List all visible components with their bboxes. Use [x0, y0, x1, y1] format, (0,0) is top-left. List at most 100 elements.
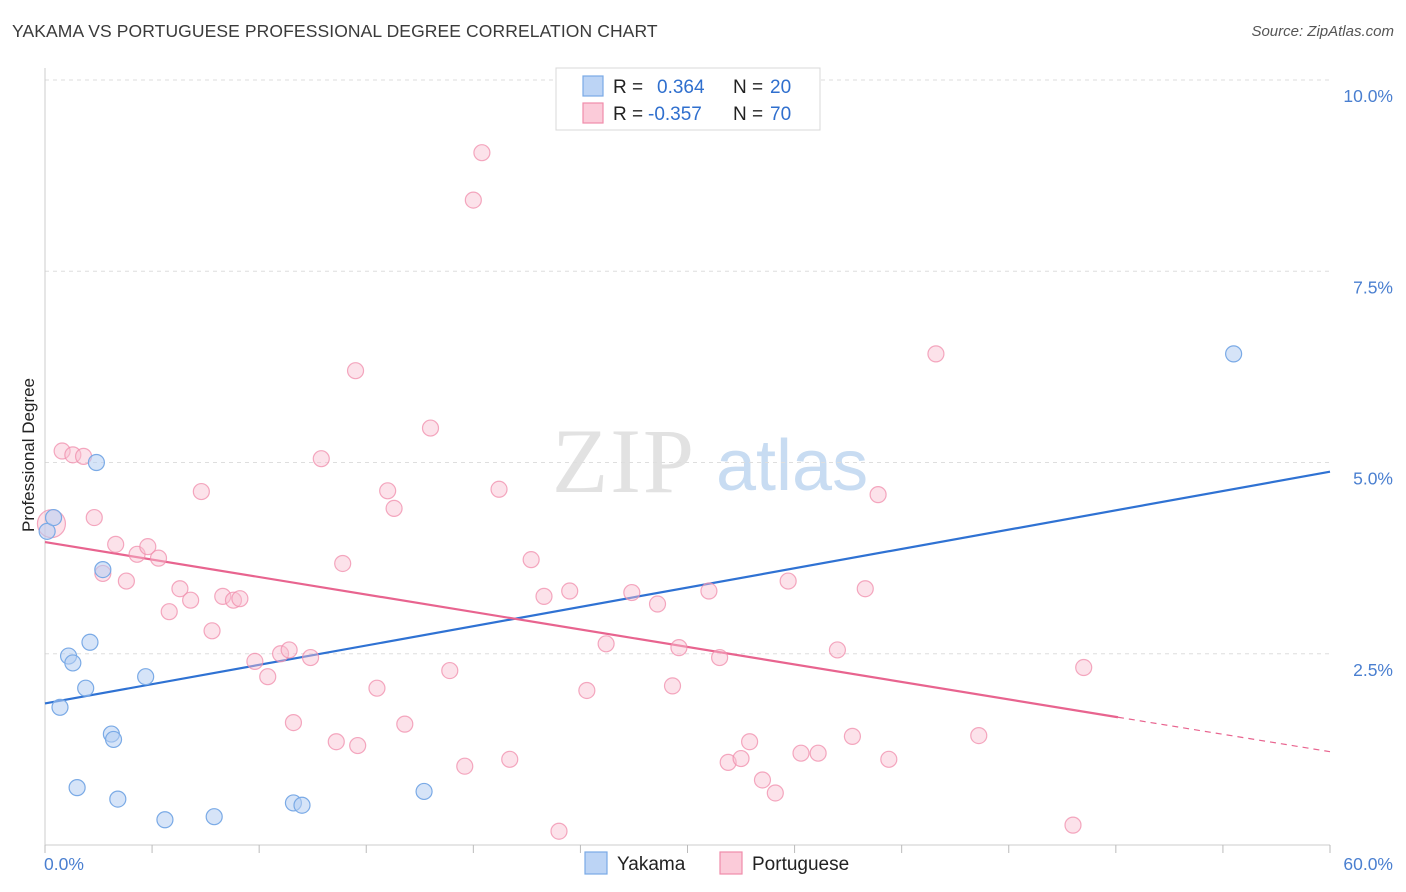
x-tick-label: 60.0% — [1343, 854, 1393, 874]
yakama-trend-line — [44, 470, 1331, 705]
portuguese-point — [246, 652, 264, 671]
portuguese-point — [828, 641, 847, 659]
legend-n-label: N = — [733, 77, 763, 98]
portuguese-point — [312, 450, 330, 468]
yakama-point — [94, 560, 112, 579]
grid-lines — [45, 79, 1330, 655]
y-tick-label: 2.5% — [1353, 660, 1393, 680]
portuguese-point — [259, 668, 277, 686]
portuguese-point — [53, 442, 71, 460]
portuguese-point — [670, 639, 688, 657]
portuguese-point — [597, 635, 615, 653]
yakama-point — [64, 654, 82, 672]
portuguese-point — [117, 572, 135, 590]
portuguese-point — [700, 582, 718, 600]
yakama-point — [293, 796, 311, 814]
yakama-point — [81, 633, 99, 651]
portuguese-point — [1064, 816, 1082, 834]
legend-r-label: R = — [613, 104, 643, 125]
legend-n-yakama: 20 — [770, 77, 791, 98]
portuguese-point — [192, 482, 210, 501]
portuguese-point — [766, 784, 784, 802]
bottom-legend-swatch-portuguese — [719, 851, 743, 875]
bottom-legend-yakama: Yakama — [617, 854, 686, 875]
portuguese-point — [1075, 658, 1093, 677]
portuguese-point — [396, 715, 414, 733]
yakama-point — [137, 668, 155, 686]
yakama-point — [104, 730, 123, 749]
tick-labels: 2.5% 5.0% 7.5% 10.0% 0.0% 60.0% — [44, 86, 1393, 874]
portuguese-point — [368, 679, 386, 697]
portuguese-point — [623, 583, 641, 602]
yakama-point — [205, 808, 223, 826]
portuguese-trend-extension — [1117, 716, 1331, 753]
portuguese-point — [456, 757, 474, 775]
portuguese-point — [550, 822, 568, 840]
portuguese-point — [490, 480, 508, 498]
x-tick-label: 0.0% — [44, 854, 84, 874]
portuguese-point — [385, 499, 403, 517]
portuguese-point — [880, 750, 898, 768]
portuguese-point — [535, 587, 553, 605]
legend-r-yakama: 0.364 — [657, 77, 705, 98]
portuguese-point — [182, 591, 200, 609]
portuguese-point — [843, 727, 862, 745]
portuguese-point — [271, 645, 290, 663]
watermark-zip: ZIP — [552, 410, 696, 512]
portuguese-point — [578, 681, 596, 700]
portuguese-point — [171, 580, 189, 598]
portuguese-point — [561, 582, 579, 600]
portuguese-point — [149, 549, 168, 567]
portuguese-point — [280, 641, 298, 659]
portuguese-point — [719, 753, 737, 771]
portuguese-point — [869, 486, 887, 504]
bottom-legend-portuguese: Portuguese — [752, 854, 849, 875]
portuguese-point — [301, 648, 320, 667]
portuguese-point — [107, 535, 125, 553]
portuguese-point — [779, 572, 797, 590]
portuguese-point — [663, 677, 682, 695]
portuguese-point — [85, 508, 103, 527]
y-tick-label: 5.0% — [1353, 469, 1393, 489]
yakama-point — [44, 508, 63, 527]
portuguese-point — [464, 191, 482, 209]
portuguese-point — [648, 595, 667, 613]
portuguese-point — [421, 419, 440, 437]
watermark-atlas: atlas — [716, 426, 868, 506]
portuguese-point — [501, 750, 519, 768]
portuguese-point — [327, 733, 345, 751]
legend-r-portuguese: -0.357 — [648, 104, 702, 125]
portuguese-point — [473, 144, 491, 162]
portuguese-point — [856, 580, 874, 598]
portuguese-point — [334, 554, 352, 573]
yakama-point — [68, 779, 86, 797]
portuguese-point — [224, 591, 243, 609]
source-credit: Source: ZipAtlas.com — [1251, 23, 1394, 40]
yakama-point — [51, 698, 69, 716]
series-legend: Yakama Portuguese — [584, 851, 849, 875]
portuguese-point — [732, 749, 750, 768]
yakama-point — [415, 782, 433, 801]
y-axis-label: Professional Degree — [19, 378, 38, 532]
legend-swatch-yakama — [582, 75, 604, 97]
portuguese-point — [809, 744, 827, 762]
portuguese-point — [522, 551, 540, 569]
legend-n-portuguese: 70 — [770, 104, 791, 125]
portuguese-point — [379, 482, 397, 500]
portuguese-point — [284, 713, 303, 732]
legend-n-label: N = — [733, 104, 763, 125]
y-tick-label: 7.5% — [1353, 277, 1393, 297]
portuguese-point — [792, 744, 810, 762]
portuguese-point — [139, 538, 157, 556]
axes — [44, 68, 1331, 853]
portuguese-trend-line — [44, 540, 1119, 719]
data-points — [36, 144, 1243, 840]
yakama-point — [77, 679, 95, 697]
portuguese-point — [64, 446, 82, 464]
portuguese-point — [214, 587, 232, 605]
portuguese-point — [346, 362, 365, 380]
portuguese-point — [927, 345, 945, 363]
stats-legend: R = 0.364 N = 20 R = -0.357 N = 70 — [555, 67, 821, 131]
trend-lines — [44, 470, 1331, 753]
